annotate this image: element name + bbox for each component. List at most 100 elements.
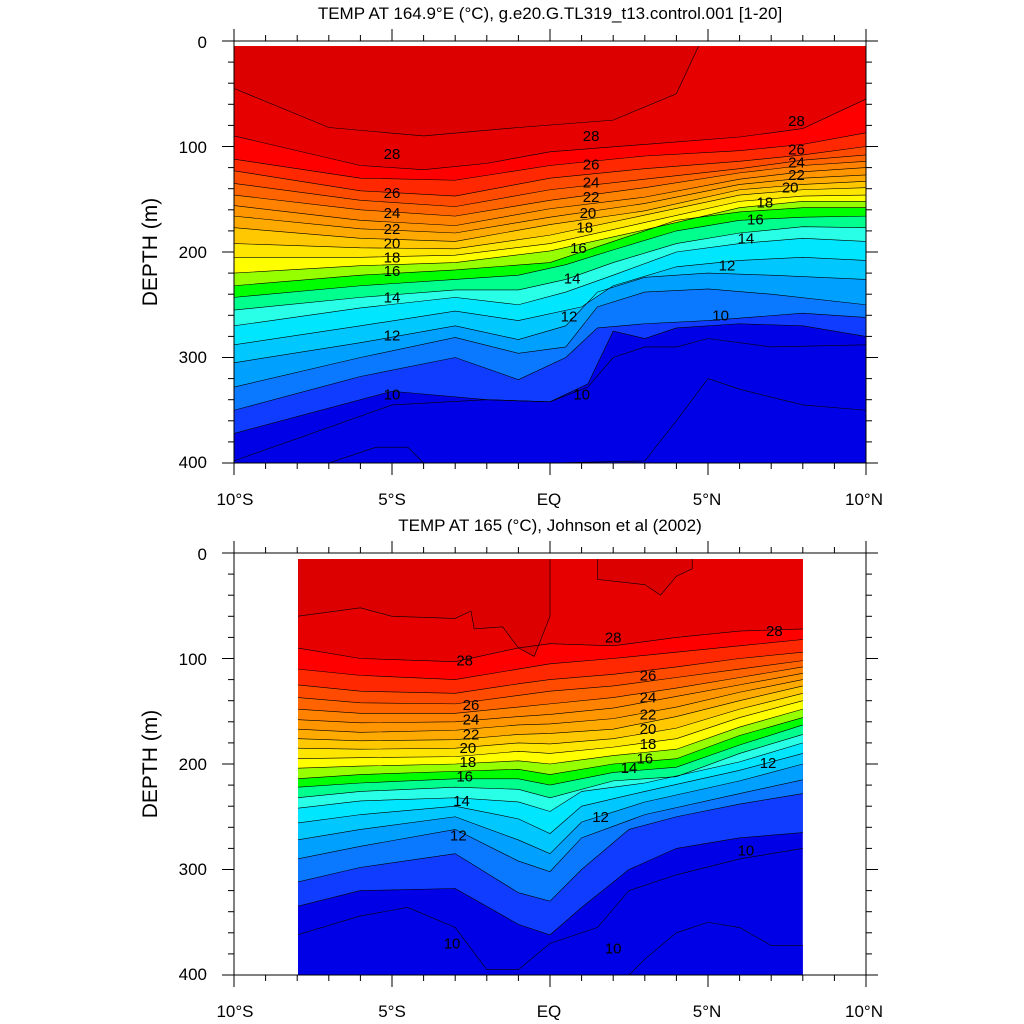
x-tick-labels-bottom: 10°S 5°S EQ 5°N 10°N <box>216 1002 883 1021</box>
y-tick-label: 100 <box>179 650 207 669</box>
contour-lines-bottom <box>298 559 803 975</box>
contour-label: 14 <box>621 760 638 777</box>
contour-label: 14 <box>384 289 401 306</box>
contour-label: 28 <box>766 623 783 640</box>
contour-label: 20 <box>580 205 597 222</box>
x-tick-label: 10°N <box>845 1002 883 1021</box>
contour-label: 12 <box>384 327 401 344</box>
contour-line <box>298 700 803 760</box>
contour-line <box>298 693 803 750</box>
contour-label: 12 <box>561 308 578 325</box>
contour-label: 28 <box>583 128 600 145</box>
contour-label: 20 <box>459 740 476 757</box>
contour-line <box>298 651 803 694</box>
x-tick-label: 10°S <box>216 490 253 509</box>
contour-label: 26 <box>583 156 600 173</box>
contour-label: 22 <box>583 189 600 206</box>
contour-line <box>234 174 866 234</box>
y-tick-labels-top: 0 100 200 300 400 <box>179 33 207 472</box>
contour-label: 18 <box>640 736 657 753</box>
contour-line <box>298 779 803 872</box>
contour-label: 20 <box>782 180 799 197</box>
contour-line <box>298 708 803 769</box>
contour-line <box>234 237 866 327</box>
contour-line <box>298 660 803 705</box>
x-tick-label: EQ <box>537 490 562 509</box>
contour-line <box>298 793 803 902</box>
contour-label: 16 <box>456 769 473 786</box>
contour-label: 18 <box>757 194 774 211</box>
contour-label: 26 <box>640 667 657 684</box>
contour-label: 12 <box>592 809 609 826</box>
contour-fills-top <box>234 46 866 463</box>
contour-label: 10 <box>444 935 461 952</box>
contour-label: 10 <box>605 941 622 958</box>
contour-label: 16 <box>747 211 764 228</box>
contour-label: 14 <box>564 270 581 287</box>
contour-line <box>234 187 866 250</box>
contour-line <box>298 832 803 936</box>
contour-line <box>234 207 866 287</box>
contour-line <box>298 717 803 780</box>
contour-label: 20 <box>384 236 401 253</box>
contour-label: 16 <box>384 263 401 280</box>
contour-line <box>234 226 866 311</box>
contour-line <box>234 215 866 298</box>
contour-fill-coldest-pocket <box>629 922 803 975</box>
contour-line <box>298 672 803 724</box>
contour-line <box>234 146 866 197</box>
contour-label: 18 <box>459 754 476 771</box>
contour-line <box>234 256 866 346</box>
axes-top <box>222 29 878 475</box>
contour-label: 28 <box>456 653 473 670</box>
contour-line <box>628 921 803 975</box>
contour-label: 22 <box>640 706 657 723</box>
contour-label: 26 <box>384 185 401 202</box>
panel-top: TEMP AT 164.9°E (°C), g.e20.G.TL319_t13.… <box>139 4 883 509</box>
contour-label: 22 <box>463 726 480 743</box>
y-tick-label: 400 <box>179 965 207 984</box>
contour-line <box>234 194 866 258</box>
contour-label: 26 <box>463 697 480 714</box>
y-axis-label-bottom: DEPTH (m) <box>139 710 162 819</box>
contour-line <box>298 753 803 834</box>
contour-label: 24 <box>583 174 600 191</box>
contour-label: 10 <box>712 307 729 324</box>
x-tick-label: 10°S <box>216 1002 253 1021</box>
contour-fill-coldest-pocket <box>328 378 866 463</box>
x-tick-label: EQ <box>537 1002 562 1021</box>
contour-label: 16 <box>636 751 653 768</box>
contour-line <box>298 763 803 855</box>
x-tick-label: 10°N <box>845 490 883 509</box>
contour-line <box>234 272 866 364</box>
contour-label: 14 <box>453 793 470 810</box>
contour-fill-band <box>298 559 693 657</box>
contour-label: 28 <box>384 146 401 163</box>
contour-line <box>234 201 866 274</box>
contour-label: 24 <box>463 712 480 729</box>
y-tick-labels-bottom: 0 100 200 300 400 <box>179 545 207 984</box>
contour-lines-top <box>234 46 866 463</box>
contour-label: 18 <box>576 220 593 237</box>
y-tick-label: 0 <box>198 33 207 52</box>
contour-label: 12 <box>450 828 467 845</box>
contour-label: 24 <box>640 690 657 707</box>
contour-label: 16 <box>570 240 587 257</box>
contour-line <box>298 685 803 742</box>
contour-line <box>234 312 866 411</box>
contour-label: 20 <box>640 721 657 738</box>
y-tick-label: 100 <box>179 138 207 157</box>
contour-line <box>298 679 803 733</box>
axes-bottom <box>222 541 878 987</box>
contour-label: 24 <box>384 205 401 222</box>
contour-label: 22 <box>384 221 401 238</box>
contour-label: 18 <box>384 249 401 266</box>
y-tick-label: 200 <box>179 243 207 262</box>
x-tick-label: 5°S <box>378 1002 406 1021</box>
x-tick-label: 5°N <box>693 490 722 509</box>
contour-line <box>234 160 866 217</box>
contour-label: 10 <box>573 386 590 403</box>
x-tick-label: 5°N <box>693 1002 722 1021</box>
y-tick-label: 400 <box>179 453 207 472</box>
